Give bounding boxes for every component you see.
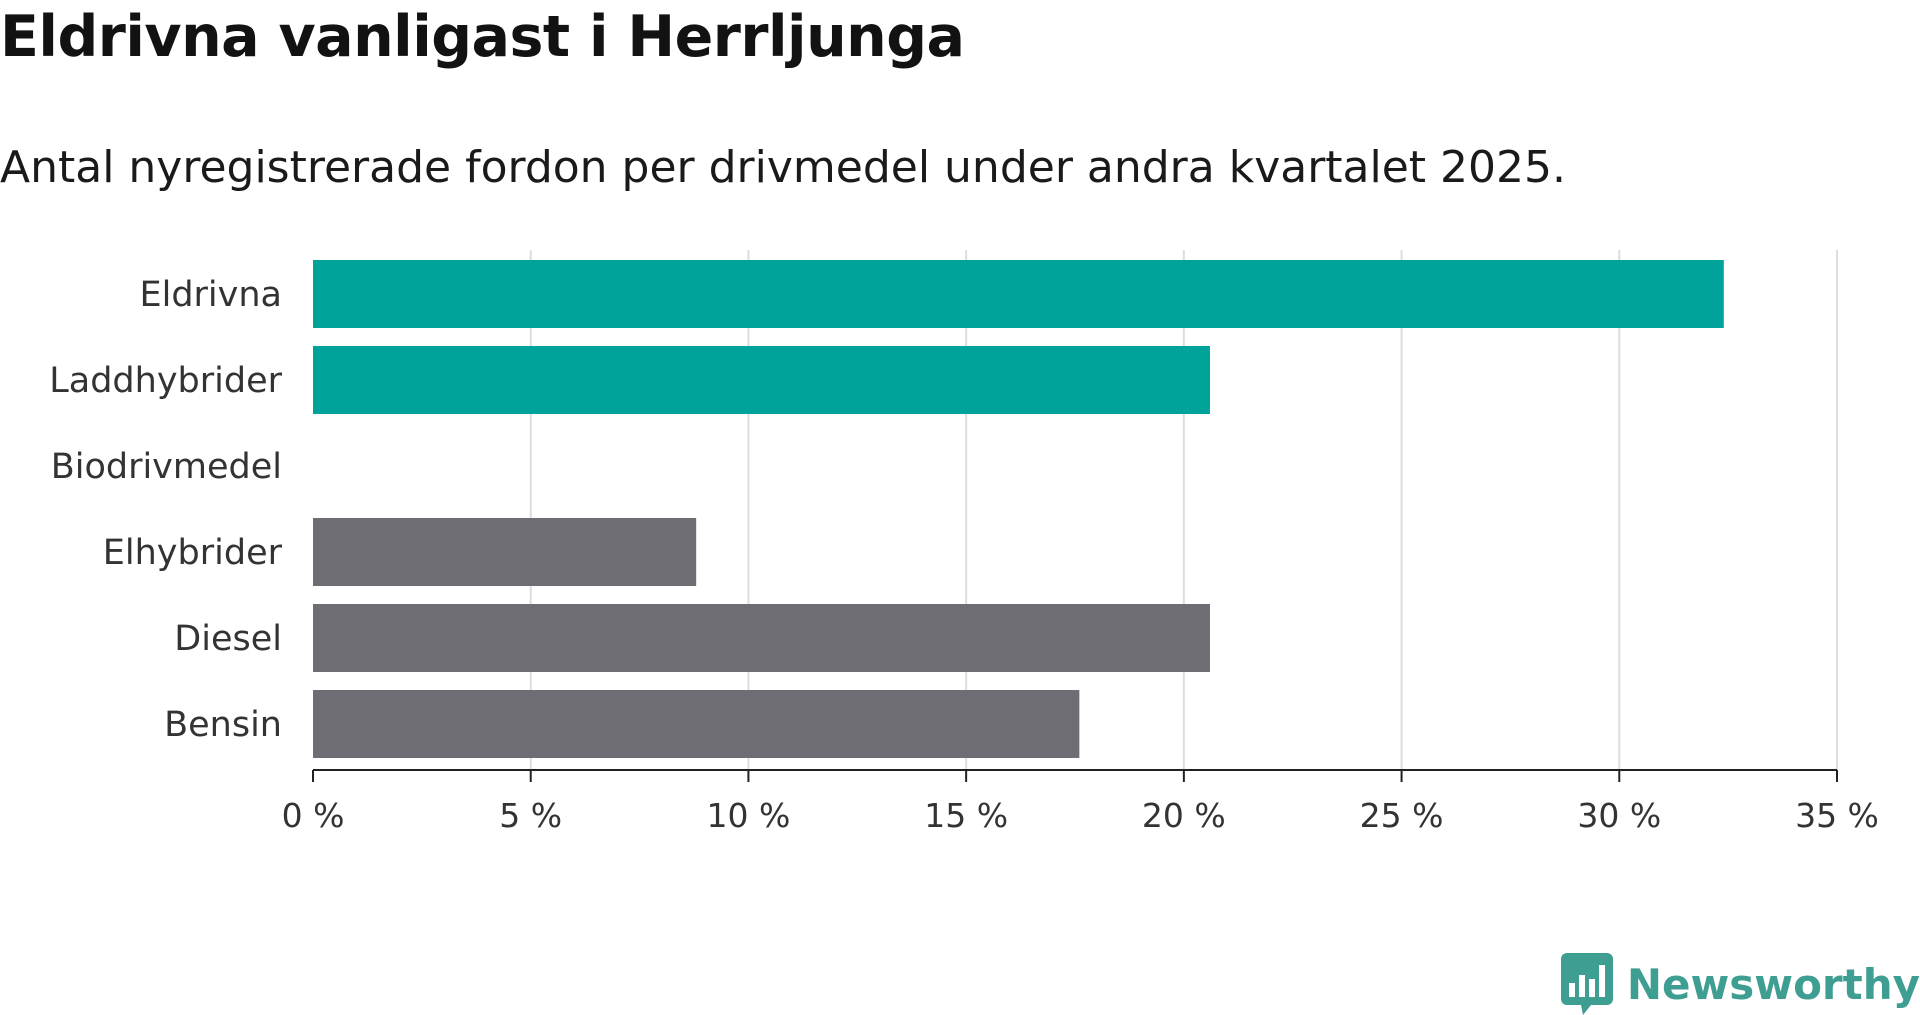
category-label-biodrivmedel: Biodrivmedel <box>51 447 282 487</box>
category-label-elhybrider: Elhybrider <box>103 533 283 573</box>
x-tick-label-0: 0 % <box>282 796 345 835</box>
brand-icon-bubble <box>1560 953 1613 1015</box>
newsworthy-brand: Newsworthy <box>1560 953 1920 1015</box>
category-label-bensin: Bensin <box>164 705 282 745</box>
category-labels: Eldrivna Laddhybrider Biodrivmedel Elhybrid… <box>49 275 282 745</box>
brand-name: Newsworthy <box>1626 959 1920 1009</box>
x-tick-label-1: 5 % <box>499 796 562 835</box>
x-axis: 0 % 5 % 10 % 15 % 20 % 25 % 30 % 35 % <box>282 769 1879 835</box>
bar-chart: Eldrivna Laddhybrider Biodrivmedel Elhybrid… <box>49 250 1879 835</box>
x-tick-label-5: 25 % <box>1360 796 1444 835</box>
category-label-laddhybrider: Laddhybrider <box>49 361 282 401</box>
bar-bensin <box>313 690 1080 758</box>
x-tick-label-7: 35 % <box>1795 796 1879 835</box>
x-tick-label-2: 10 % <box>707 796 791 835</box>
bar-elhybrider <box>313 518 697 586</box>
bars <box>313 260 1724 758</box>
x-tick-label-3: 15 % <box>924 796 1008 835</box>
category-label-eldrivna: Eldrivna <box>139 275 282 315</box>
grid-lines <box>529 250 1838 770</box>
chart-subtitle: Antal nyregistrerade fordon per drivmede… <box>0 142 1566 193</box>
x-tick-label-6: 30 % <box>1577 796 1661 835</box>
bar-eldrivna <box>313 260 1724 328</box>
x-tick-label-4: 20 % <box>1142 796 1226 835</box>
category-label-diesel: Diesel <box>174 619 282 659</box>
bar-laddhybrider <box>313 346 1210 414</box>
chart-title: Eldrivna vanligast i Herrljunga <box>0 4 965 70</box>
bar-diesel <box>313 604 1210 672</box>
newsworthy-chart-icon <box>1560 953 1613 1015</box>
